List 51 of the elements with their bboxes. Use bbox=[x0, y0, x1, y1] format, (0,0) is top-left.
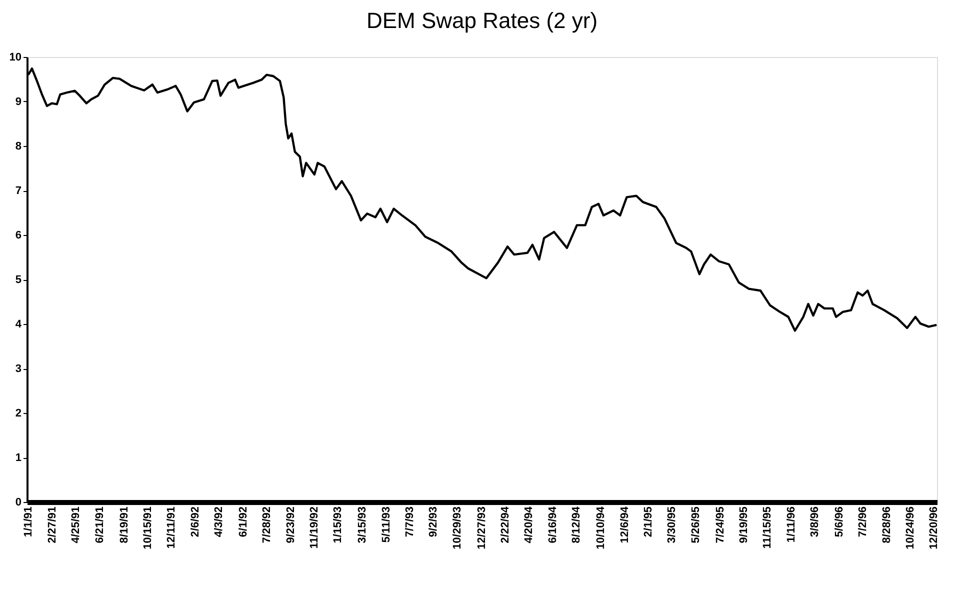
x-tick-label: 1/1/91 bbox=[22, 506, 35, 538]
x-tick-label: 6/16/94 bbox=[546, 506, 559, 544]
x-tick-label: 4/25/91 bbox=[70, 506, 82, 544]
x-tick-label: 10/15/91 bbox=[142, 506, 154, 550]
y-tick-label: 6 bbox=[15, 230, 22, 242]
x-tick-label: 10/10/94 bbox=[595, 506, 608, 550]
x-tick-label: 6/1/92 bbox=[237, 506, 250, 538]
x-tick-label: 7/7/93 bbox=[404, 506, 416, 538]
x-tick-label: 5/11/93 bbox=[380, 506, 392, 543]
y-tick-label: 8 bbox=[15, 140, 22, 152]
x-tick-label: 7/28/92 bbox=[261, 506, 274, 544]
x-tick-label: 9/2/93 bbox=[428, 506, 440, 538]
x-tick-label: 4/20/94 bbox=[523, 506, 536, 544]
x-tick-label: 12/6/94 bbox=[618, 506, 631, 544]
x-tick-label: 3/15/93 bbox=[356, 506, 369, 544]
x-tick-label: 8/28/96 bbox=[880, 506, 893, 544]
chart-title: DEM Swap Rates (2 yr) bbox=[366, 8, 598, 33]
x-tick-label: 10/29/93 bbox=[451, 506, 464, 550]
x-tick-label: 2/22/94 bbox=[500, 506, 512, 544]
y-tick-label: 1 bbox=[15, 452, 22, 464]
y-tick-label: 0 bbox=[15, 496, 22, 508]
y-tick-label: 9 bbox=[15, 96, 22, 108]
x-tick-label: 3/30/95 bbox=[666, 506, 678, 544]
x-tick-label: 4/3/92 bbox=[212, 506, 225, 538]
x-tick-label: 1/11/96 bbox=[785, 506, 798, 543]
x-tick-label: 2/27/91 bbox=[46, 506, 58, 544]
x-tick-label: 12/11/91 bbox=[166, 506, 178, 549]
x-tick-label: 11/19/92 bbox=[308, 506, 320, 549]
x-tick-label: 7/2/96 bbox=[857, 506, 870, 538]
y-tick-label: 3 bbox=[15, 363, 22, 375]
y-tick-label: 2 bbox=[15, 408, 22, 420]
y-tick-label: 5 bbox=[15, 274, 22, 286]
x-tick-label: 8/19/91 bbox=[118, 506, 130, 544]
x-tick-label: 5/26/95 bbox=[690, 506, 702, 544]
y-tick-label: 10 bbox=[9, 52, 22, 64]
x-tick-label: 5/6/96 bbox=[833, 506, 846, 538]
x-tick-label: 6/21/91 bbox=[94, 506, 106, 544]
x-tick-label: 12/27/93 bbox=[476, 506, 488, 550]
x-tick-label: 9/19/95 bbox=[738, 506, 750, 544]
x-tick-label: 2/1/95 bbox=[642, 506, 654, 538]
y-tick-label: 4 bbox=[15, 318, 22, 330]
x-tick-label: 9/23/92 bbox=[284, 506, 297, 544]
x-tick-label: 12/20/96 bbox=[928, 506, 940, 550]
x-tick-label: 3/8/96 bbox=[808, 506, 821, 538]
x-tick-label: 2/6/92 bbox=[189, 506, 202, 538]
x-tick-label: 7/24/95 bbox=[714, 506, 726, 544]
x-tick-label: 11/15/95 bbox=[762, 506, 774, 549]
x-tick-label: 8/12/94 bbox=[570, 506, 583, 544]
x-tick-label: 10/24/96 bbox=[904, 506, 917, 550]
x-tick-label: 1/15/93 bbox=[332, 506, 344, 544]
y-tick-label: 7 bbox=[15, 185, 22, 197]
